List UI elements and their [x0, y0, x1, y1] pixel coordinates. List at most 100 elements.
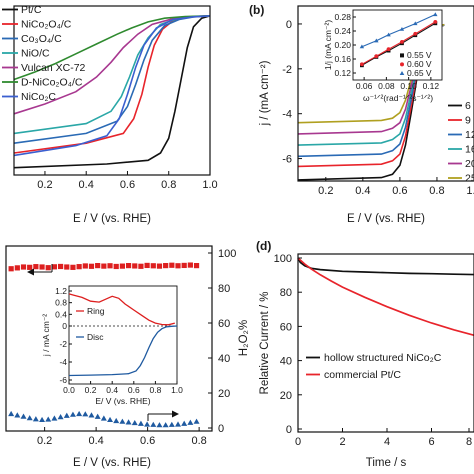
panel-c-series-0-point: [169, 262, 175, 268]
panel-b-inset-ytick-label: 0.16: [334, 54, 351, 64]
panel-a-xtick-label: 0.2: [37, 179, 52, 191]
panel-c-series-1-point: [144, 421, 151, 427]
panel-b-frame: [297, 5, 474, 182]
panel-a-frame: [13, 5, 211, 176]
panel-c-series-1-point: [107, 416, 114, 423]
panel-c-series-0-point: [88, 263, 95, 269]
panel-c-ytick-label: 40: [218, 353, 230, 365]
panel-c-ylabel-right: H₂O₂%: [238, 320, 250, 356]
panel-b-xlabel: E / V (vs. RHE): [347, 213, 425, 225]
panel-a-xtick-label: 1.0: [202, 179, 217, 191]
panel-c-inset-ytick-label: 0.4: [55, 309, 67, 319]
panel-c-series-0-point: [70, 264, 76, 270]
panel-c-inset-frame: [68, 285, 178, 385]
panel-a-legend-label: Co₃O₄/C: [21, 33, 62, 45]
panel-c-series-1-point: [51, 415, 58, 421]
panel-d-xtick-label: 0: [295, 436, 301, 448]
panel-b-yticks: 0 -2 -4 -6: [282, 19, 302, 166]
panel-c-series-1-point: [156, 422, 163, 428]
panel-c-series-1-point: [45, 416, 52, 422]
panel-c-series-1-point: [113, 417, 120, 424]
panel-d-xtick-label: 4: [384, 436, 390, 448]
panel-c-inset-ytick-label: -4: [59, 357, 67, 367]
panel-c-series-1-point: [20, 413, 27, 419]
panel-c-series-1-point: [76, 410, 83, 417]
panel-b-inset-point: [400, 39, 404, 44]
panel-b: (b) 0 -2 -4 -6 0.2 0.4 0.6 0.8 1.0 j / (mA cm⁻²…: [249, 3, 474, 225]
panel-b-inset-xtick-label: 0.12: [423, 81, 440, 91]
panel-d: (d) 100 80 60 40 20 0 0 2 4 6 8 Relative Current …: [256, 239, 474, 469]
panel-c-ytick-label: 80: [218, 283, 230, 295]
panel-c-series-0-point: [187, 262, 193, 268]
panel-c-xtick-label: 0.4: [88, 435, 103, 447]
panel-c-series-1-point: [119, 418, 126, 424]
panel-c-xticks: 0.2 0.4 0.6 0.8: [37, 427, 207, 447]
panel-b-inset-ytick-label: 0.28: [334, 12, 351, 22]
panel-b-inset-point: [399, 26, 405, 31]
panel-b-inset-point: [360, 62, 364, 67]
panel-b-xtick-label: 1.0: [466, 185, 474, 197]
panel-a-legend-label: D-NiCo₂O₄/C: [21, 77, 83, 89]
panel-c-series-1-point: [100, 415, 107, 421]
panel-d-xticks: 0 2 4 6 8: [295, 428, 472, 448]
panel-c-series-0-point: [107, 263, 113, 269]
panel-c-inset-xlabel: E/ V (vs. RHE): [95, 396, 150, 406]
panel-d-frame: [297, 253, 474, 433]
panel-c-series-0-point: [95, 263, 101, 269]
panel-b-inset-xtick-label: 0.10: [400, 81, 417, 91]
panel-b-legend-label: 6: [465, 100, 471, 112]
panel-c-series-1-point: [69, 411, 76, 417]
panel-c-series-0-point: [51, 264, 58, 270]
panel-c-series-0-point: [64, 264, 70, 270]
panel-d-letter: (d): [256, 239, 271, 253]
panel-b-legend-label: 9: [465, 115, 471, 127]
panel-d-yticks: 100 80 60 40 20 0: [274, 253, 302, 436]
panel-c-inset-xtick-label: 0.6: [128, 385, 140, 395]
panel-d-ytick-label: 60: [280, 321, 292, 333]
panel-c-series-0-point: [150, 263, 156, 269]
panel-c-series-1-point: [57, 414, 64, 420]
panel-a-xtick-label: 0.8: [161, 179, 176, 191]
panel-c-series-0-point: [20, 264, 27, 270]
panel-c-arrows: [27, 264, 179, 421]
panel-b-inset-point: [433, 12, 438, 17]
panel-d-ytick-label: 80: [280, 287, 292, 299]
panel-c-series-1-point: [32, 416, 39, 422]
panel-a-legend-label: NiO/C: [21, 48, 50, 60]
panel-b-inset: 0.120.160.200.240.280.06 0.08 0.10 0.121/j …: [323, 9, 443, 103]
panel-b-inset-legend-label: 0.60 V: [407, 59, 432, 69]
panel-b-xticks: 0.2 0.4 0.6 0.8 1.0: [318, 177, 474, 197]
panel-c-series-0-point: [175, 263, 181, 269]
panel-c-ytick-label: 0: [218, 423, 224, 435]
panel-b-xtick-label: 0.2: [318, 185, 333, 197]
panel-c-series-1-point: [150, 421, 157, 427]
panel-c-series-1-point: [88, 412, 95, 418]
panel-c-series-0-point: [33, 264, 39, 270]
panel-c-inset-ytick-label: 1.2: [55, 286, 67, 296]
panel-c-inset: 1.20.80.40-2-4-60.0 0.2 0.4 0.6 0.8 1.0j / mA…: [41, 285, 183, 406]
panel-c-series-0-point: [8, 266, 14, 272]
panel-d-legend-label: hollow structured NiCo₂C: [324, 352, 442, 364]
panel-b-ytick-label: 0: [286, 19, 292, 31]
panel-b-ytick-label: -4: [282, 109, 292, 121]
panel-b-xtick-label: 0.4: [355, 185, 370, 197]
panel-c-series-1-point: [187, 419, 194, 425]
panel-c-xtick-label: 0.6: [140, 435, 155, 447]
panel-b-inset-legend-marker: [399, 71, 405, 75]
panel-b-inset-point: [374, 38, 379, 43]
panel-c-series-1-point: [125, 419, 132, 425]
panel-c-series: [8, 262, 200, 428]
panel-b-inset-series-2-line: [361, 13, 436, 48]
panel-c-series-0-point: [45, 265, 51, 271]
panel-c-series-1-point: [175, 421, 181, 427]
panel-b-letter: (b): [249, 3, 264, 17]
panel-c-series-1-point: [63, 412, 70, 418]
panel-a-legend-label: NiCo₂O₄/C: [21, 19, 72, 31]
panel-c-xtick-label: 0.8: [191, 435, 206, 447]
panel-c-inset-xtick-label: 0.2: [85, 385, 97, 395]
panel-c-series-0-point: [82, 263, 88, 269]
panel-a: 0.2 0.4 0.6 0.8 1.0 E / V (vs. RHE) Pt/C NiCo…: [2, 4, 218, 225]
panel-c-series-1-point: [168, 421, 175, 427]
panel-d-ytick-label: 40: [280, 356, 292, 368]
